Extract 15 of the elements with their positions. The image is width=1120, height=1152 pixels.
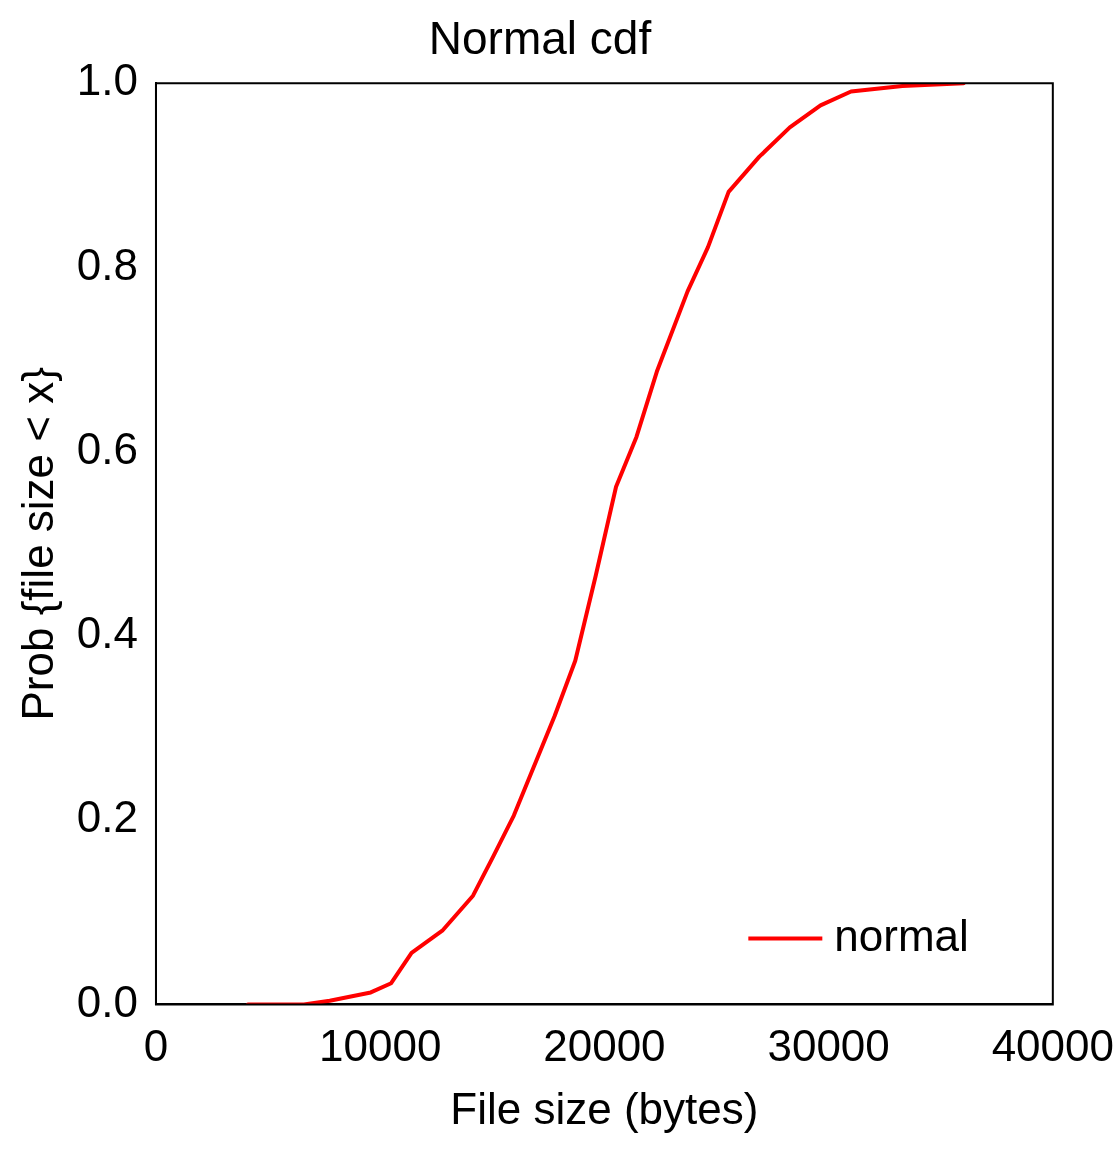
y-tick-label: 0.6 bbox=[76, 423, 138, 473]
x-tick-label: 0 bbox=[143, 1020, 169, 1070]
x-axis-title: File size (bytes) bbox=[450, 1083, 759, 1133]
y-tick-label: 0.0 bbox=[76, 976, 138, 1026]
y-tick-label: 0.8 bbox=[76, 239, 138, 289]
x-tick-label: 10000 bbox=[319, 1020, 442, 1070]
legend-label: normal bbox=[834, 910, 969, 960]
x-tick-label: 30000 bbox=[767, 1020, 890, 1070]
y-tick-label: 0.2 bbox=[76, 792, 138, 842]
y-tick-label: 1.0 bbox=[76, 55, 138, 105]
y-tick-label: 0.4 bbox=[76, 608, 138, 658]
y-axis-title: Prob {file size < x} bbox=[12, 367, 62, 721]
x-tick-label: 20000 bbox=[543, 1020, 666, 1070]
x-tick-label: 40000 bbox=[991, 1020, 1114, 1070]
chart-title: Normal cdf bbox=[428, 12, 652, 65]
